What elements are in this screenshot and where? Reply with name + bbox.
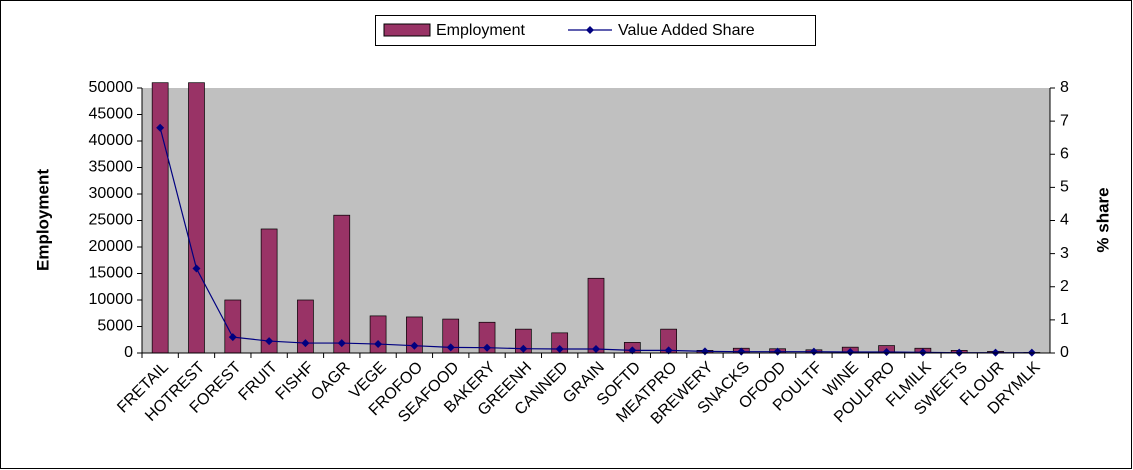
y2-tick-label: 8 [1060, 79, 1069, 96]
y2-tick-label: 5 [1060, 179, 1069, 196]
marker [410, 341, 419, 350]
y2-axis-title: % share [1093, 187, 1112, 252]
bar [151, 82, 169, 354]
marker [192, 264, 201, 273]
y2-tick-label: 4 [1060, 212, 1069, 229]
y-tick-label: 10000 [89, 291, 134, 308]
marker [446, 343, 455, 352]
legend: Employment Value Added Share [375, 15, 816, 46]
legend-label: Value Added Share [618, 22, 755, 39]
marker [156, 123, 165, 132]
y-tick-label: 35000 [89, 159, 134, 176]
y2-tick-label: 1 [1060, 311, 1069, 328]
marker [337, 339, 346, 348]
y-tick-label: 25000 [89, 212, 134, 229]
y2-tick-label: 0 [1060, 344, 1069, 361]
y-tick-label: 45000 [89, 106, 134, 123]
marker [301, 339, 310, 348]
bar [333, 214, 351, 354]
y-tick-label: 50000 [89, 79, 134, 96]
marker [228, 333, 237, 342]
legend-marker [586, 26, 594, 34]
marker [519, 344, 528, 353]
y2-tick-label: 2 [1060, 278, 1069, 295]
marker [773, 347, 782, 356]
marker [918, 348, 927, 357]
legend-label: Employment [436, 22, 525, 39]
y-tick-label: 15000 [89, 265, 134, 282]
legend-swatch [383, 23, 431, 37]
marker [374, 340, 383, 349]
y-tick-label: 5000 [97, 318, 133, 335]
marker [737, 347, 746, 356]
bar [188, 82, 205, 354]
marker [628, 346, 637, 355]
y-tick-label: 0 [124, 344, 133, 361]
marker [555, 345, 564, 354]
marker [809, 347, 818, 356]
marker [265, 337, 274, 346]
marker [882, 348, 891, 357]
y-tick-label: 20000 [89, 238, 134, 255]
marker [664, 346, 673, 355]
bar [587, 277, 605, 354]
y2-tick-label: 3 [1060, 245, 1069, 262]
y2-tick-label: 6 [1060, 145, 1069, 162]
bar [260, 228, 278, 354]
y-axis-title: Employment [33, 169, 52, 271]
marker [846, 348, 855, 357]
marker [483, 343, 492, 352]
marker [592, 345, 600, 354]
y-tick-label: 40000 [89, 132, 134, 149]
y-tick-label: 30000 [89, 185, 134, 202]
y2-tick-label: 7 [1060, 112, 1069, 129]
